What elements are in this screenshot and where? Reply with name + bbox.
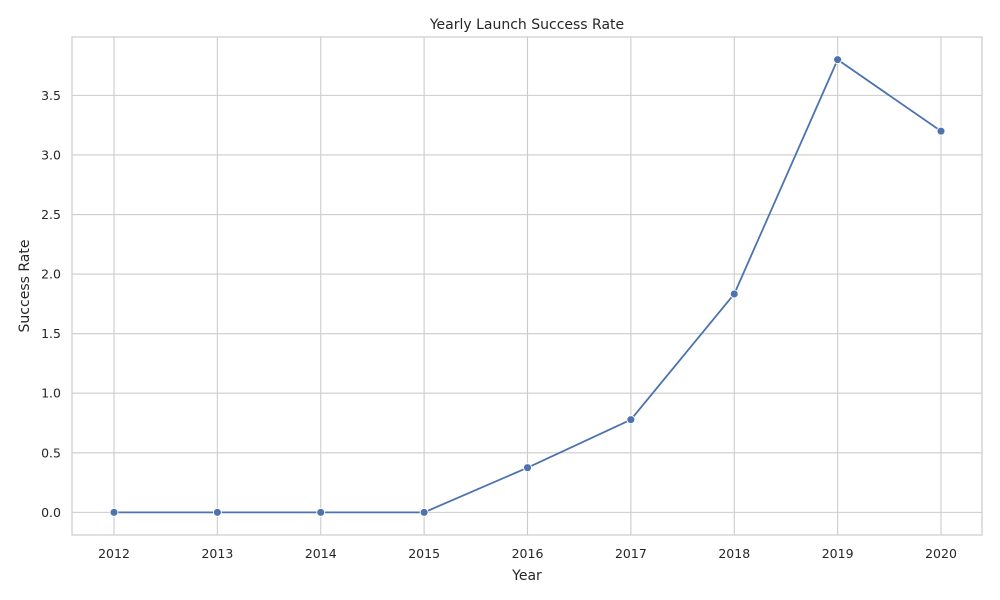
x-tick-label: 2017 xyxy=(615,546,647,561)
data-point xyxy=(109,507,119,517)
chart-title: Yearly Launch Success Rate xyxy=(429,17,624,33)
grid xyxy=(72,37,982,535)
x-axis-label: Year xyxy=(511,568,542,584)
x-tick-label: 2013 xyxy=(201,546,233,561)
plot-frame xyxy=(71,36,983,536)
data-point xyxy=(212,507,222,517)
x-tick-label: 2012 xyxy=(98,546,130,561)
x-tick-label: 2015 xyxy=(408,546,440,561)
x-tick-label: 2018 xyxy=(718,546,750,561)
data-point xyxy=(833,55,843,65)
y-tick-label: 1.5 xyxy=(41,326,61,341)
data-point xyxy=(523,463,532,473)
y-tick-label: 3.5 xyxy=(41,88,61,103)
x-tick-label: 2014 xyxy=(305,546,337,561)
data-point xyxy=(419,507,429,517)
y-tick-label: 1.0 xyxy=(41,386,61,401)
series-layer xyxy=(109,55,946,517)
y-tick-label: 0.0 xyxy=(41,505,61,520)
y-axis-label: Success Rate xyxy=(17,240,33,333)
y-tick-label: 2.5 xyxy=(41,207,61,222)
x-tick-label: 2019 xyxy=(822,546,854,561)
data-point xyxy=(729,289,739,299)
y-tick-label: 2.0 xyxy=(41,267,61,282)
y-tick-label: 0.5 xyxy=(41,445,61,460)
tick-labels: 2012 2013 2014 2015 2016 2017 2018 2019 2020 0.0 0… xyxy=(41,88,957,561)
x-tick-label: 2020 xyxy=(925,546,957,561)
y-tick-label: 3.0 xyxy=(41,147,61,162)
data-point xyxy=(316,507,326,517)
data-point xyxy=(936,126,946,136)
data-point xyxy=(626,415,636,425)
x-tick-label: 2016 xyxy=(512,546,544,561)
